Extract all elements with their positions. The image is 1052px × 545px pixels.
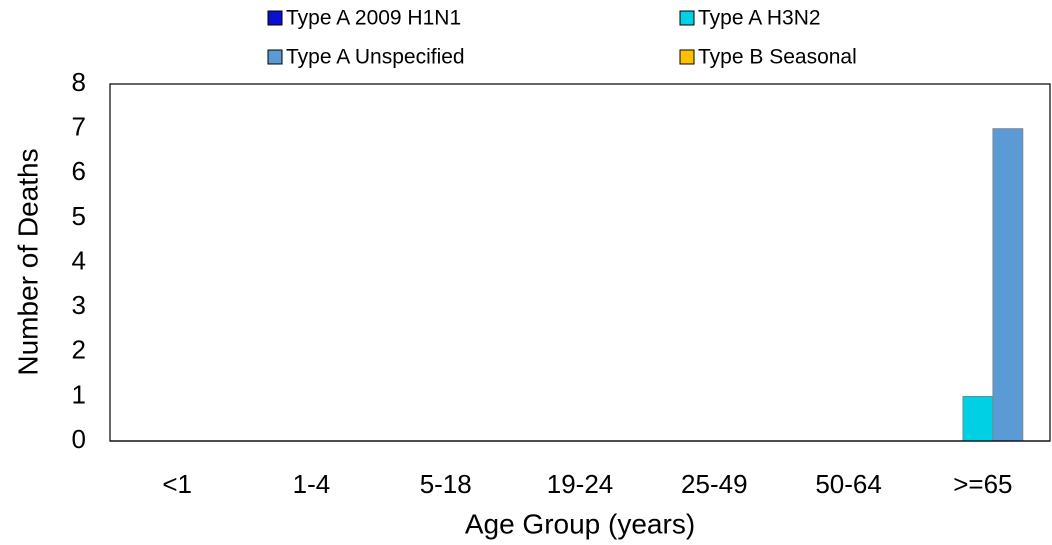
x-tick-label: <1 xyxy=(162,469,192,499)
legend-swatch xyxy=(267,49,283,65)
y-tick-label: 7 xyxy=(72,112,86,142)
y-tick-label: 4 xyxy=(72,245,86,275)
legend-swatch xyxy=(679,49,695,65)
y-tick-label: 2 xyxy=(72,335,86,365)
y-axis-title: Number of Deaths xyxy=(12,148,43,375)
y-tick-label: 6 xyxy=(72,156,86,186)
x-tick-label: 5-18 xyxy=(420,469,472,499)
legend-swatch xyxy=(679,10,695,26)
legend-label: Type A 2009 H1N1 xyxy=(286,7,461,30)
y-tick-label: 8 xyxy=(72,67,86,97)
x-axis-title: Age Group (years) xyxy=(465,508,695,539)
y-tick-label: 1 xyxy=(72,379,86,409)
y-tick-label: 3 xyxy=(72,290,86,320)
bar xyxy=(992,128,1024,442)
legend-label: Type B Seasonal xyxy=(698,46,857,69)
legend-label: Type A Unspecified xyxy=(286,46,465,69)
y-tick-label: 5 xyxy=(72,201,86,231)
legend-swatch xyxy=(267,10,283,26)
y-tick-label: 0 xyxy=(72,424,86,454)
plot-frame xyxy=(109,83,1051,442)
x-tick-label: 25-49 xyxy=(681,469,748,499)
x-tick-label: 1-4 xyxy=(293,469,331,499)
bar xyxy=(962,395,994,442)
x-tick-label: >=65 xyxy=(953,469,1012,499)
x-tick-label: 19-24 xyxy=(547,469,614,499)
legend-label: Type A H3N2 xyxy=(698,7,821,30)
x-tick-label: 50-64 xyxy=(815,469,882,499)
